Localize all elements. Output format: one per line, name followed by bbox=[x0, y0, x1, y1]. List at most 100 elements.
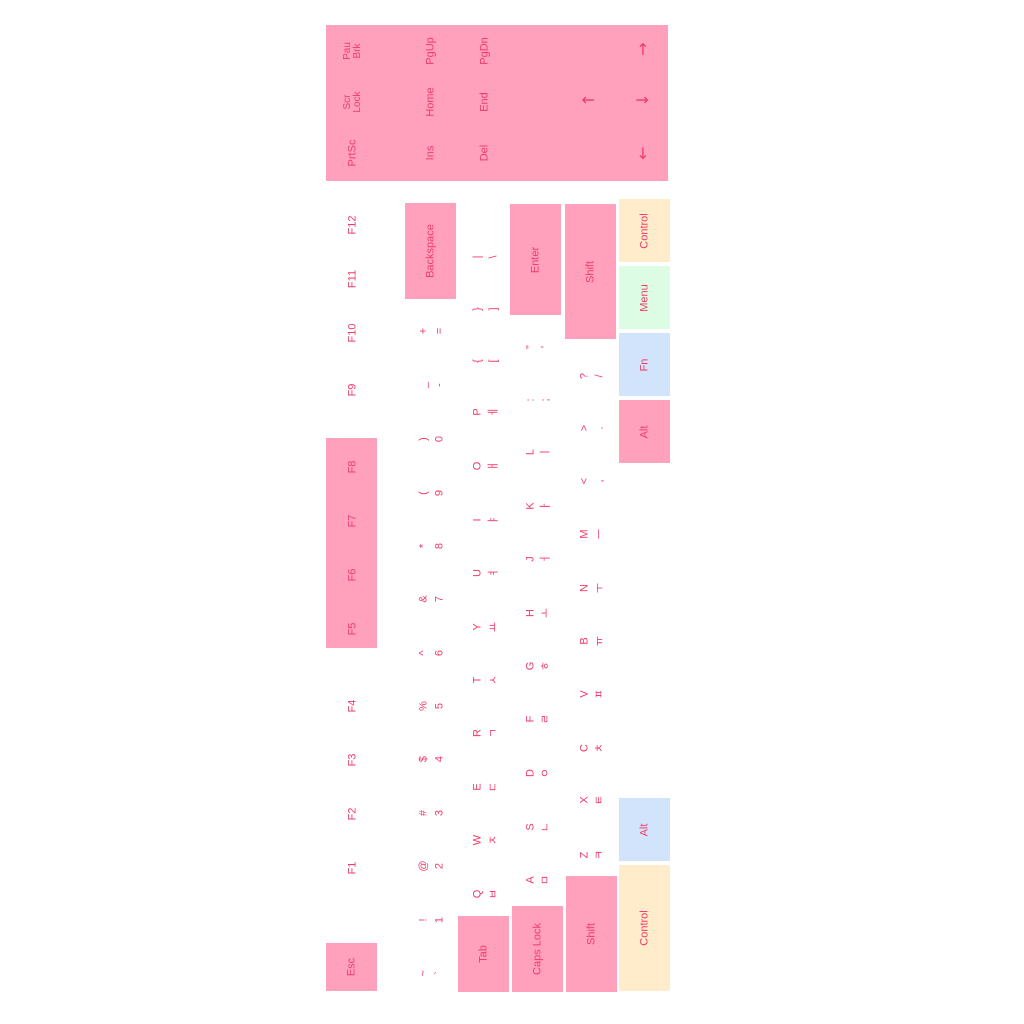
letter-key-latin-label: W bbox=[471, 834, 484, 846]
f6-key[interactable]: F6 bbox=[330, 553, 376, 597]
ins-label: Ins bbox=[424, 145, 437, 161]
letter-key-hangul-label: ㅠ bbox=[593, 635, 606, 647]
f4-key[interactable]: F4 bbox=[330, 684, 376, 728]
fn-key[interactable]: Fn bbox=[619, 333, 670, 396]
shift-right-key[interactable]: Shift bbox=[565, 204, 616, 339]
alt-right-key[interactable]: Alt bbox=[619, 400, 670, 463]
letter-key-hangul-label: / bbox=[593, 374, 606, 378]
number-key-base-label: 7 bbox=[433, 595, 446, 603]
control-right-key[interactable]: Control bbox=[619, 199, 670, 262]
pgup-key[interactable]: PgUp bbox=[408, 25, 454, 76]
pause-key[interactable]: Pau Brk bbox=[330, 25, 376, 76]
f7-key[interactable]: F7 bbox=[330, 499, 376, 543]
f1-label: F1 bbox=[346, 861, 359, 875]
letter-key-latin-label: D bbox=[524, 769, 537, 777]
letter-key-latin-label: > bbox=[578, 424, 591, 432]
number-key-base-label: - bbox=[433, 383, 446, 387]
f6-label: F6 bbox=[346, 568, 359, 582]
letter-key-latin-label: A bbox=[524, 876, 537, 884]
f10-label: F10 bbox=[346, 323, 359, 343]
alt-left-key[interactable]: Alt bbox=[619, 798, 670, 861]
letter-key-latin-label: } bbox=[471, 307, 484, 311]
f5-f8-group bbox=[326, 438, 377, 648]
letter-key-hangul-label: ㄷ bbox=[487, 781, 500, 793]
letter-key-latin-label: Y bbox=[471, 623, 484, 631]
number-key-base-label: 9 bbox=[433, 489, 446, 497]
f1-key[interactable]: F1 bbox=[330, 846, 376, 890]
alt-left-label: Alt bbox=[638, 823, 650, 836]
esc-label: Esc bbox=[345, 957, 357, 977]
letter-key-hangul-label: . bbox=[593, 426, 606, 430]
alt-right-label: Alt bbox=[638, 425, 650, 438]
f9-label: F9 bbox=[346, 383, 359, 397]
letter-key-latin-label: C bbox=[578, 744, 591, 752]
letter-key-hangul-label: ㄴ bbox=[539, 821, 552, 833]
del-label: Del bbox=[478, 144, 491, 162]
backspace-label: Backspace bbox=[424, 224, 436, 278]
f10-key[interactable]: F10 bbox=[330, 311, 376, 355]
menu-label: Menu bbox=[638, 283, 650, 312]
number-key-base-label: 0 bbox=[433, 435, 446, 443]
letter-key-hangul-label: ] bbox=[487, 307, 500, 311]
home-key[interactable]: Home bbox=[408, 76, 454, 128]
pgdn-label: PgDn bbox=[478, 36, 491, 65]
scrlock-key[interactable]: Scr Lock bbox=[330, 76, 376, 128]
caps-lock-key[interactable]: Caps Lock bbox=[512, 906, 563, 992]
letter-key-hangul-label: ㅂ bbox=[487, 888, 500, 900]
shift-left-key[interactable]: Shift bbox=[566, 876, 617, 992]
f9-key[interactable]: F9 bbox=[330, 368, 376, 412]
f8-key[interactable]: F8 bbox=[330, 445, 376, 489]
letter-key-latin-label: R bbox=[471, 729, 484, 737]
letter-key-latin-label: V bbox=[578, 690, 591, 698]
letter-key-latin-label: { bbox=[471, 359, 484, 363]
letter-key-hangul-label: ㅑ bbox=[487, 514, 500, 526]
f12-key[interactable]: F12 bbox=[330, 203, 376, 247]
letter-key-hangul-label: ㅋ bbox=[593, 849, 606, 861]
letter-key-hangul-label: , bbox=[593, 479, 606, 483]
control-left-key[interactable]: Control bbox=[619, 865, 670, 991]
tab-key[interactable]: Tab bbox=[458, 916, 509, 992]
f5-key[interactable]: F5 bbox=[330, 607, 376, 651]
letter-key-latin-label: Q bbox=[471, 889, 484, 899]
number-key-shift-label: * bbox=[417, 543, 430, 549]
f3-key[interactable]: F3 bbox=[330, 738, 376, 782]
esc-key[interactable]: Esc bbox=[326, 943, 377, 991]
backspace-key[interactable]: Backspace bbox=[405, 203, 456, 299]
arrow-down-icon: ↓ bbox=[633, 93, 652, 107]
number-key-shift-label: ( bbox=[417, 491, 430, 495]
enter-label: Enter bbox=[529, 246, 541, 273]
letter-key-hangul-label: ㅛ bbox=[487, 621, 500, 633]
number-key-shift-label: ) bbox=[417, 437, 430, 441]
enter-key[interactable]: Enter bbox=[510, 204, 561, 315]
number-key-shift-label: & bbox=[417, 595, 430, 603]
number-key-shift-label: % bbox=[417, 701, 430, 711]
del-key[interactable]: Del bbox=[462, 128, 508, 178]
f2-label: F2 bbox=[346, 807, 359, 821]
f11-label: F11 bbox=[346, 269, 359, 289]
letter-key-hangul-label: ㅎ bbox=[539, 660, 552, 672]
letter-key-latin-label: " bbox=[524, 345, 537, 349]
ins-key[interactable]: Ins bbox=[408, 128, 454, 178]
letter-key-hangul-label: ㅣ bbox=[539, 446, 552, 458]
number-key-shift-label: ^ bbox=[417, 650, 430, 656]
nav-cluster bbox=[326, 25, 668, 181]
number-key-base-label: 4 bbox=[433, 755, 446, 763]
end-key[interactable]: End bbox=[462, 76, 508, 128]
f11-key[interactable]: F11 bbox=[330, 257, 376, 301]
end-label: End bbox=[478, 92, 491, 112]
arrow-left-key[interactable]: ← bbox=[620, 128, 666, 178]
arrow-down-key[interactable]: ↓ bbox=[620, 76, 666, 124]
letter-key-latin-label: : bbox=[524, 398, 537, 402]
letter-key-hangul-label: ㅡ bbox=[593, 528, 606, 540]
letter-key-latin-label: ? bbox=[578, 372, 591, 380]
f2-key[interactable]: F2 bbox=[330, 792, 376, 836]
scrlock-label: Scr Lock bbox=[342, 91, 363, 113]
arrow-right-key[interactable]: → bbox=[620, 25, 666, 73]
arrow-up-key[interactable]: ↑ bbox=[566, 76, 612, 124]
pgdn-key[interactable]: PgDn bbox=[462, 25, 508, 76]
menu-key[interactable]: Menu bbox=[619, 266, 670, 329]
letter-key-hangul-label: \ bbox=[487, 255, 500, 259]
letter-key-hangul-label: ㅍ bbox=[593, 688, 606, 700]
prtsc-key[interactable]: PrtSc bbox=[330, 128, 376, 178]
